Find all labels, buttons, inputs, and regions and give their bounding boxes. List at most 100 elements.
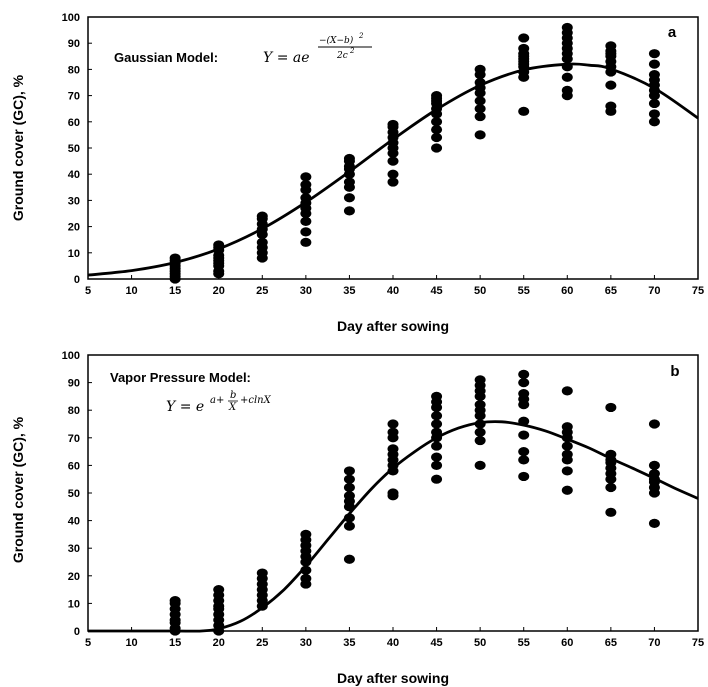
data-point	[474, 460, 486, 470]
x-tick-label: 70	[648, 637, 660, 649]
data-point	[169, 596, 181, 606]
model-name: Vapor Pressure Model:	[110, 370, 251, 385]
data-point	[300, 227, 312, 237]
x-tick-label: 5	[85, 637, 91, 649]
data-point	[561, 449, 573, 459]
data-point	[343, 153, 355, 164]
data-point	[387, 488, 399, 498]
data-point	[256, 568, 268, 578]
x-tick-label: 10	[125, 285, 137, 297]
y-tick-label: 90	[68, 378, 80, 390]
fitted-curve	[87, 62, 699, 277]
model-equation: Gaussian Model: Y = ae −(X−b) 2 2c 2	[114, 32, 372, 66]
data-point	[431, 391, 443, 401]
x-tick-label: 65	[605, 637, 617, 649]
equation-exponent-denominator-power: 2	[349, 47, 355, 55]
data-point	[213, 585, 225, 595]
data-point	[387, 169, 399, 179]
x-tick-label: 50	[474, 285, 486, 297]
data-point	[518, 33, 530, 43]
y-axis-ticks: 0 10 20 30 40 50 60 70 80 90 100	[62, 350, 92, 638]
data-point	[474, 104, 486, 114]
x-tick-label: 15	[169, 285, 181, 297]
y-tick-label: 40	[68, 516, 80, 528]
data-point	[343, 474, 355, 484]
data-point	[431, 411, 443, 421]
x-tick-label: 35	[343, 637, 355, 649]
data-point	[387, 177, 399, 187]
data-point	[648, 117, 660, 127]
data-point	[605, 482, 617, 493]
x-tick-label: 25	[256, 637, 268, 649]
data-point	[387, 156, 399, 166]
equation-exponent-denominator: 2c	[336, 51, 348, 61]
x-tick-label: 45	[430, 637, 442, 649]
data-point	[518, 43, 530, 54]
data-point	[474, 130, 486, 140]
equation-base: Y = e	[166, 399, 204, 415]
y-tick-label: 20	[68, 222, 80, 234]
data-point	[431, 143, 443, 153]
data-point	[648, 98, 660, 109]
data-point	[561, 441, 573, 451]
data-point	[518, 447, 530, 457]
y-tick-label: 80	[68, 64, 80, 76]
x-tick-label: 70	[648, 285, 660, 297]
data-point	[343, 554, 355, 564]
y-tick-label: 10	[68, 598, 80, 610]
x-tick-label: 50	[474, 637, 486, 649]
observed-points	[169, 22, 660, 284]
y-tick-label: 80	[68, 405, 80, 417]
data-point	[474, 400, 486, 410]
data-point	[648, 419, 660, 429]
data-point	[300, 573, 312, 584]
y-tick-label: 30	[68, 543, 80, 555]
data-point	[343, 193, 355, 203]
data-point	[561, 386, 573, 396]
data-point	[518, 106, 530, 116]
y-tick-label: 40	[68, 169, 80, 181]
data-point	[431, 460, 443, 470]
equation-exponent-numerator-power: 2	[358, 32, 364, 40]
x-tick-label: 60	[561, 637, 573, 649]
x-axis-title: Day after sowing	[337, 670, 449, 686]
y-tick-label: 70	[68, 433, 80, 445]
data-point	[648, 518, 660, 528]
equation-exponent-tail: +clnX	[240, 395, 272, 406]
data-point	[474, 111, 486, 122]
data-point	[300, 529, 312, 540]
data-point	[387, 119, 399, 130]
data-point	[343, 206, 355, 216]
data-point	[518, 455, 530, 465]
x-axis-title: Day after sowing	[337, 318, 449, 334]
panel-b-vapor-pressure: 5 10 15 20 25 30 35 40 45 50 55 60 65 70 75 0102030405…	[10, 350, 704, 686]
data-point	[605, 80, 617, 90]
x-tick-label: 20	[213, 285, 225, 297]
data-point	[343, 491, 355, 501]
data-point	[343, 482, 355, 493]
x-tick-label: 55	[518, 637, 530, 649]
data-point	[300, 216, 312, 226]
x-tick-label: 60	[561, 285, 573, 297]
equation-exponent-lead: a+	[210, 395, 224, 406]
data-point	[605, 101, 617, 111]
x-axis-ticks: 5 10 15 20 25 30 35 40 45 50 55 60 65 70 75	[85, 275, 704, 297]
x-tick-label: 30	[300, 285, 312, 297]
data-point	[343, 521, 355, 531]
data-point	[474, 96, 486, 106]
data-point	[605, 402, 617, 413]
data-point	[561, 72, 573, 82]
data-point	[561, 466, 573, 476]
y-tick-label: 0	[74, 274, 80, 286]
y-tick-label: 90	[68, 38, 80, 50]
y-tick-label: 60	[68, 117, 80, 129]
data-point	[561, 22, 573, 33]
x-tick-label: 40	[387, 285, 399, 297]
data-point	[431, 474, 443, 484]
x-tick-label: 30	[300, 637, 312, 649]
equation-base: Y = ae	[263, 50, 310, 66]
y-tick-label: 10	[68, 248, 80, 260]
data-point	[431, 91, 443, 101]
data-point	[518, 369, 530, 379]
data-point	[431, 132, 443, 143]
